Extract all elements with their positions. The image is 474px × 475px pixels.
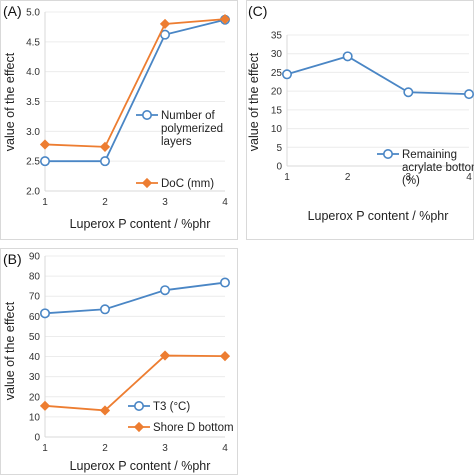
y-tick-label: 10 <box>271 124 283 135</box>
legend-label: acrylate bottom <box>402 162 474 174</box>
x-tick-label: 3 <box>162 443 168 454</box>
series-line <box>286 55 470 96</box>
x-axis-title: Luperox P content / %phr <box>70 217 211 231</box>
data-point <box>99 405 111 416</box>
y-tick-label: 10 <box>29 412 41 423</box>
legend-marker <box>133 421 145 433</box>
y-tick-label: 20 <box>271 87 283 98</box>
y-tick-label: 0 <box>276 162 282 173</box>
data-point <box>39 156 50 167</box>
y-tick-label: 5.0 <box>26 8 40 19</box>
legend-marker <box>142 110 153 121</box>
y-tick-label: 4.5 <box>26 37 40 48</box>
y-tick-label: 60 <box>29 312 41 323</box>
y-tick-label: 30 <box>271 49 283 60</box>
data-point <box>99 141 111 152</box>
x-tick-label: 4 <box>466 172 472 183</box>
data-point <box>281 69 292 80</box>
x-tick-label: 3 <box>406 172 412 183</box>
chart-panel-2: 0 5 10 15 20 25 30 35 1 2 3 4 Luperox P content / %p… <box>246 0 474 240</box>
chart-panel-1: 2.0 2.5 3.0 3.5 4.0 4.5 5.0 1 2 3 4 Luperox P conte… <box>0 0 238 240</box>
data-point <box>160 29 171 40</box>
panel-label: (A) <box>3 3 22 19</box>
series-line <box>44 18 226 148</box>
y-tick-label: 70 <box>29 292 41 303</box>
data-point <box>219 14 231 25</box>
y-tick-label: 80 <box>29 272 41 283</box>
data-point <box>39 139 51 150</box>
y-tick-label: 20 <box>29 392 41 403</box>
data-point <box>220 277 231 288</box>
x-tick-label: 2 <box>102 197 108 208</box>
y-tick-label: 25 <box>271 68 283 79</box>
x-tick-label: 3 <box>162 197 168 208</box>
y-tick-label: 30 <box>29 372 41 383</box>
y-tick-label: 3.0 <box>26 127 40 138</box>
legend-marker <box>134 400 145 411</box>
data-point <box>463 89 474 100</box>
data-point <box>39 308 50 319</box>
data-point <box>403 87 414 98</box>
chart-panel-3: 0 10 20 30 40 50 60 70 80 90 1 2 3 4 Luperox P content… <box>0 248 238 475</box>
y-tick-label: 2.0 <box>26 187 40 198</box>
series-line <box>44 281 226 315</box>
x-tick-label: 4 <box>222 197 228 208</box>
data-point <box>100 156 111 167</box>
x-axis-title: Luperox P content / %phr <box>70 459 211 473</box>
x-tick-label: 1 <box>42 443 48 454</box>
y-tick-label: 4.0 <box>26 67 40 78</box>
y-tick-label: 2.5 <box>26 157 40 168</box>
legend-label: polymerized <box>161 123 223 135</box>
x-tick-label: 1 <box>284 172 290 183</box>
series-line <box>45 18 226 163</box>
y-axis-title: value of the effect <box>247 52 261 151</box>
panel-label: (B) <box>3 251 22 267</box>
y-axis-title: value of the effect <box>3 301 17 400</box>
series-line <box>44 354 226 412</box>
legend-label: Remaining <box>402 149 457 161</box>
data-point <box>342 51 353 62</box>
panel-label: (C) <box>248 3 267 19</box>
y-tick-label: 35 <box>271 31 283 42</box>
legend-label: (%) <box>402 175 420 187</box>
y-tick-label: 40 <box>29 352 41 363</box>
y-tick-label: 0 <box>34 433 40 444</box>
data-point <box>159 350 171 361</box>
legend-label: Shore D bottom <box>153 422 234 434</box>
y-tick-label: 15 <box>271 105 283 116</box>
y-tick-label: 5 <box>276 143 282 154</box>
y-tick-label: 3.5 <box>26 97 40 108</box>
data-point <box>39 400 51 411</box>
legend-label: T3 (°C) <box>153 401 190 413</box>
legend-marker <box>382 149 393 160</box>
legend-marker <box>141 177 153 189</box>
x-tick-label: 2 <box>102 443 108 454</box>
y-tick-label: 50 <box>29 332 41 343</box>
legend-label: Number of <box>161 110 215 122</box>
x-axis-title: Luperox P content / %phr <box>308 209 449 223</box>
data-point <box>100 304 111 315</box>
x-tick-label: 1 <box>42 197 48 208</box>
data-point <box>219 351 231 362</box>
x-tick-label: 2 <box>345 172 351 183</box>
data-point <box>160 285 171 296</box>
legend-label: layers <box>161 136 192 148</box>
x-tick-label: 4 <box>222 443 228 454</box>
data-point <box>159 18 171 30</box>
y-tick-label: 90 <box>29 252 41 263</box>
panel-frame <box>0 0 238 240</box>
legend-label: DoC (mm) <box>161 178 214 190</box>
y-axis-title: value of the effect <box>3 52 17 151</box>
